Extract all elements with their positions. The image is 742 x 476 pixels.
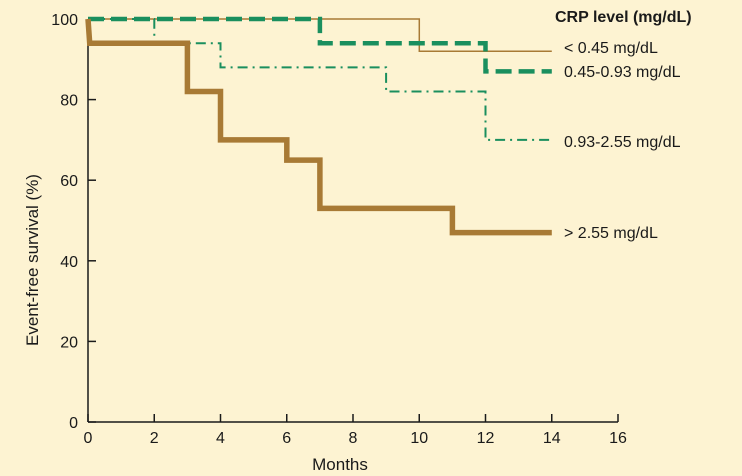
x-tick-label: 2 bbox=[150, 430, 159, 447]
x-tick-label: 8 bbox=[349, 430, 358, 447]
axes: 0 2 4 6 8 10 12 14 16 0 20 40 60 80 100 bbox=[51, 12, 627, 447]
series-label: < 0.45 mg/dL bbox=[564, 40, 658, 57]
labels-group: < 0.45 mg/dL 0.45-0.93 mg/dL 0.93-2.55 mg/… bbox=[564, 40, 681, 242]
x-axis-title: Months bbox=[312, 455, 368, 474]
series-line bbox=[85, 18, 552, 236]
x-tick-label: 14 bbox=[543, 430, 561, 447]
series-line bbox=[88, 16, 552, 74]
series-label: > 2.55 mg/dL bbox=[564, 225, 658, 242]
y-axis-title: Event-free survival (%) bbox=[23, 174, 42, 346]
y-tick-label: 60 bbox=[60, 173, 78, 190]
x-tick-label: 12 bbox=[477, 430, 495, 447]
series-group bbox=[85, 16, 552, 236]
y-tick-label: 0 bbox=[69, 415, 78, 432]
y-tick-label: 40 bbox=[60, 254, 78, 271]
x-tick-label: 16 bbox=[609, 430, 627, 447]
x-tick-label: 10 bbox=[410, 430, 428, 447]
series-label: 0.93-2.55 mg/dL bbox=[564, 134, 681, 151]
x-tick-label: 0 bbox=[84, 430, 93, 447]
y-tick-label: 20 bbox=[60, 334, 78, 351]
x-tick-label: 4 bbox=[216, 430, 225, 447]
series-label: 0.45-0.93 mg/dL bbox=[564, 64, 681, 81]
series-line bbox=[88, 18, 552, 141]
x-tick-label: 6 bbox=[282, 430, 291, 447]
y-tick-label: 100 bbox=[51, 12, 78, 29]
y-tick-label: 80 bbox=[60, 93, 78, 110]
legend-title: CRP level (mg/dL) bbox=[555, 9, 692, 26]
